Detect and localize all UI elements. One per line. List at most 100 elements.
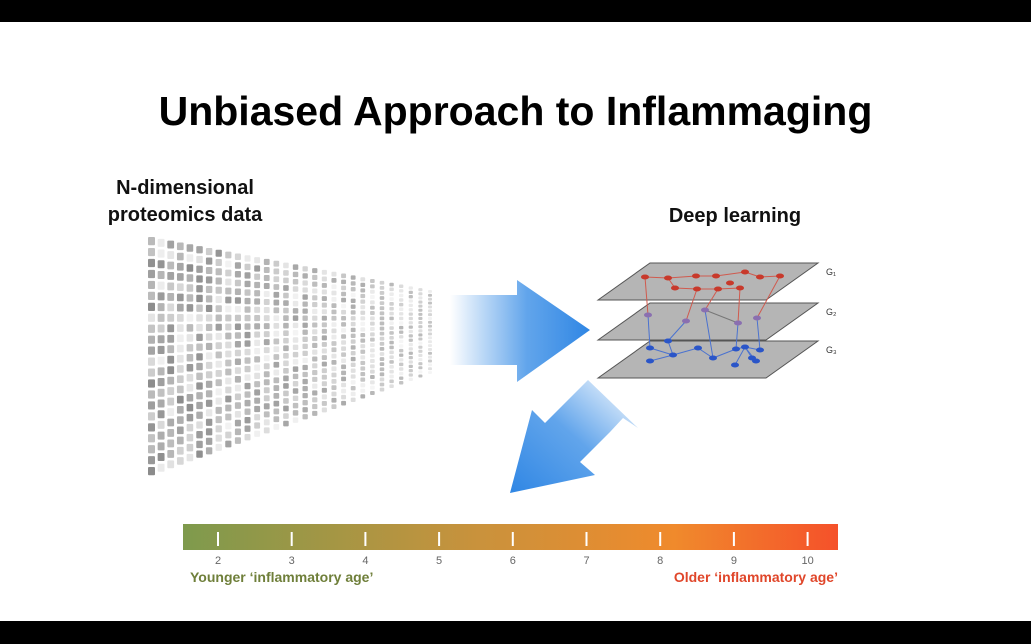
network-node bbox=[692, 273, 700, 279]
heatmap-cell bbox=[370, 289, 375, 294]
heatmap-cell bbox=[205, 314, 213, 322]
heatmap-cell bbox=[331, 278, 337, 283]
heatmap-cell bbox=[350, 380, 356, 385]
network-node bbox=[669, 352, 677, 358]
heatmap-cell bbox=[234, 323, 241, 331]
heatmap-cell bbox=[225, 251, 232, 259]
network-node bbox=[644, 312, 652, 318]
heatmap-cell bbox=[205, 304, 213, 313]
heatmap-cell bbox=[176, 252, 184, 261]
heatmap-cell bbox=[263, 315, 270, 322]
heatmap-cell bbox=[273, 268, 280, 275]
heatmap-cell bbox=[428, 367, 432, 371]
heatmap-cell bbox=[254, 290, 261, 297]
heatmap-cell bbox=[234, 393, 241, 401]
heatmap-cell bbox=[389, 297, 394, 301]
heatmap-cell bbox=[244, 280, 251, 288]
heatmap-cell bbox=[176, 303, 184, 312]
heatmap-cell bbox=[321, 302, 327, 308]
heatmap-cell bbox=[331, 328, 337, 334]
heatmap-cell bbox=[225, 323, 232, 331]
heatmap-cell bbox=[408, 364, 413, 368]
heatmap-cell bbox=[148, 379, 155, 388]
network-plane bbox=[596, 340, 820, 379]
heatmap-cell bbox=[196, 382, 203, 390]
heatmap-cell bbox=[186, 403, 194, 412]
heatmap-cell bbox=[273, 346, 280, 353]
heatmap-cell bbox=[399, 293, 404, 298]
heatmap-cell bbox=[254, 281, 261, 289]
heatmap-cell bbox=[379, 341, 385, 346]
heatmap-cell bbox=[321, 283, 327, 288]
layer-label: G₁ bbox=[826, 267, 836, 277]
younger-label: Younger ‘inflammatory age’ bbox=[190, 569, 374, 585]
heatmap-cell bbox=[283, 307, 289, 314]
heatmap-cell bbox=[428, 347, 432, 351]
heatmap-cell bbox=[176, 262, 184, 271]
heatmap-cell bbox=[283, 360, 289, 367]
heatmap-cell bbox=[273, 424, 280, 430]
heatmap-cell bbox=[273, 392, 280, 399]
heatmap-cell bbox=[302, 407, 308, 413]
heatmap-cell bbox=[186, 383, 194, 392]
heatmap-cell bbox=[399, 371, 404, 376]
heatmap-cell bbox=[389, 379, 394, 384]
heatmap-cell bbox=[234, 367, 241, 374]
heatmap-cell bbox=[157, 442, 165, 451]
heatmap-cell bbox=[428, 340, 432, 344]
network-node bbox=[664, 275, 672, 281]
heatmap-cell bbox=[234, 262, 241, 269]
scale-tick-label: 7 bbox=[583, 555, 590, 567]
heatmap-cell bbox=[292, 286, 299, 292]
heatmap-cell bbox=[196, 421, 203, 429]
heatmap-cell bbox=[263, 307, 270, 314]
heatmap-cell bbox=[302, 414, 308, 420]
heatmap-cell bbox=[157, 431, 165, 440]
heatmap-cell bbox=[263, 427, 270, 434]
heatmap-cell bbox=[418, 312, 423, 316]
heatmap-cell bbox=[186, 324, 194, 332]
heatmap-cell bbox=[225, 359, 232, 367]
heatmap-cell bbox=[370, 380, 375, 385]
heatmap-cell bbox=[379, 367, 385, 372]
heatmap-cell bbox=[244, 408, 251, 415]
heatmap-cell bbox=[350, 281, 356, 286]
heatmap-cell bbox=[234, 332, 241, 339]
heatmap-cell bbox=[273, 385, 280, 392]
heatmap-cell bbox=[263, 299, 270, 306]
heatmap-cell bbox=[370, 374, 375, 379]
network-node bbox=[741, 344, 749, 350]
heatmap-cell bbox=[225, 377, 232, 385]
heatmap-cell bbox=[408, 369, 413, 373]
heatmap-cell bbox=[360, 344, 366, 349]
heatmap-cell bbox=[205, 247, 213, 256]
heatmap-cell bbox=[370, 284, 375, 289]
heatmap-cell bbox=[370, 385, 375, 390]
arrow-down-left-icon bbox=[510, 380, 638, 493]
heatmap-cell bbox=[312, 397, 318, 403]
heatmap-cell bbox=[350, 339, 356, 344]
heatmap-cell bbox=[273, 260, 280, 267]
heatmap-cell bbox=[418, 353, 423, 357]
heatmap-cell bbox=[389, 326, 394, 330]
heatmap-cell bbox=[254, 339, 261, 346]
heatmap-cell bbox=[157, 249, 165, 258]
heatmap-cell bbox=[186, 274, 194, 282]
heatmap-cell bbox=[341, 364, 347, 370]
heatmap-cell bbox=[379, 321, 385, 326]
heatmap-cell bbox=[389, 340, 394, 345]
network-node bbox=[732, 346, 740, 352]
scale-tick-label: 8 bbox=[657, 555, 664, 567]
heatmap-cell bbox=[254, 298, 261, 305]
heatmap-cell bbox=[148, 269, 155, 279]
heatmap-cell bbox=[341, 291, 347, 297]
heatmap-cell bbox=[186, 393, 194, 402]
heatmap-cell bbox=[292, 322, 299, 329]
heatmap-cell bbox=[331, 341, 337, 346]
heatmap-cell bbox=[215, 443, 222, 451]
heatmap-cell bbox=[389, 302, 394, 306]
heatmap-cell bbox=[399, 344, 404, 348]
heatmap-cell bbox=[312, 363, 318, 369]
heatmap-cell bbox=[186, 284, 194, 292]
heatmap-cell bbox=[312, 383, 318, 389]
